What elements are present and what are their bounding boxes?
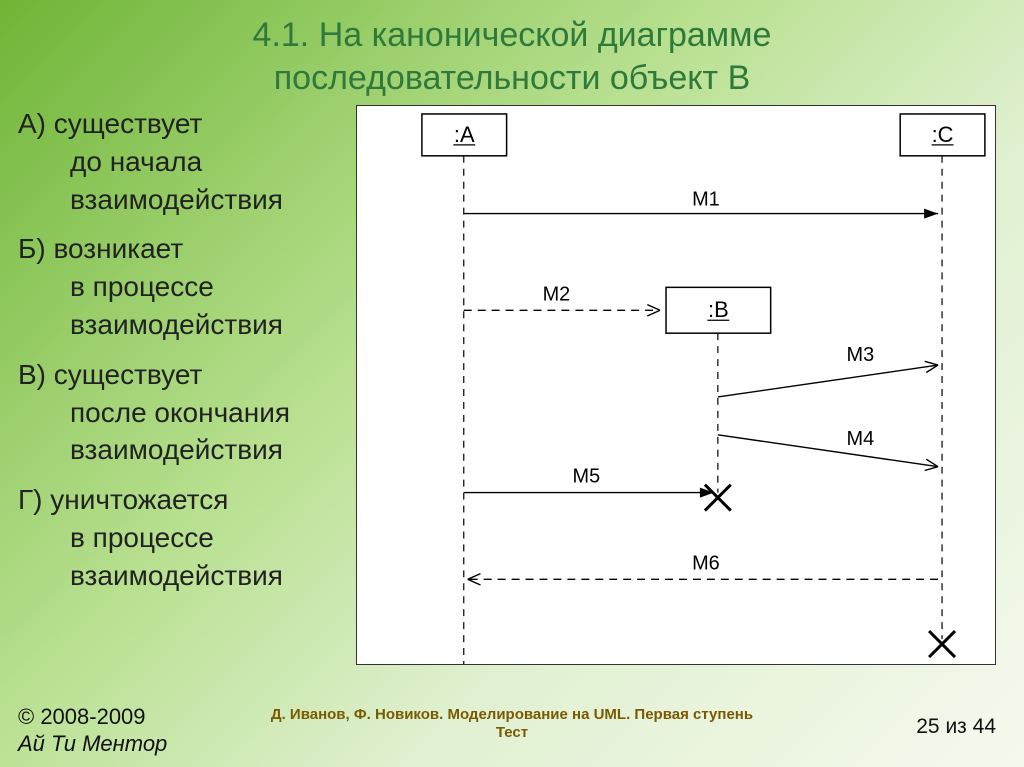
answer-options: А) существует до начала взаимодействия Б… [18, 105, 348, 665]
copyright-year: © 2008-2009 [18, 704, 146, 729]
option-b: Б) возникает в процессе взаимодействия [18, 230, 348, 343]
svg-text:M6: M6 [692, 552, 720, 574]
svg-text:M3: M3 [847, 344, 875, 366]
svg-text:M5: M5 [572, 466, 600, 488]
svg-text::A: :A [454, 122, 475, 147]
sequence-diagram: :A :C :B M1 M2 M3 M4 M5 M6 [356, 105, 996, 665]
option-a-l1: существует [54, 108, 203, 139]
option-g-l2: в процессе [18, 519, 348, 557]
svg-text:M4: M4 [847, 428, 875, 450]
option-b-l2: в процессе [18, 268, 348, 306]
copyright-mentor: Ай Ти Ментор [18, 731, 167, 756]
page-counter-text: 25 из 44 [916, 715, 996, 738]
option-a-label: А) [18, 108, 46, 139]
option-v-l2: после окончания [18, 394, 348, 432]
credits: Д. Иванов, Ф. Новиков. Моделирование на … [271, 706, 753, 744]
title-line-2: последовательности объект В [274, 59, 751, 97]
svg-text:M1: M1 [692, 189, 720, 211]
title-line-1: 4.1. На канонической диаграмме [253, 16, 772, 54]
option-b-l1: возникает [53, 233, 183, 264]
option-v-l3: взаимодействия [18, 431, 348, 469]
option-g-l3: взаимодействия [18, 557, 348, 595]
page-counter: 25 из 44 [916, 715, 996, 739]
option-a-l3: взаимодействия [18, 181, 348, 219]
copyright: © 2008-2009 Ай Ти Ментор [18, 704, 167, 757]
sequence-svg: :A :C :B M1 M2 M3 M4 M5 M6 [357, 106, 995, 664]
option-v-label: В) [18, 359, 46, 390]
option-b-label: Б) [18, 233, 46, 264]
option-v-l1: существует [54, 359, 203, 390]
option-g: Г) уничтожается в процессе взаимодействи… [18, 481, 348, 594]
svg-text::C: :C [932, 122, 954, 147]
option-g-l1: уничтожается [50, 484, 228, 515]
svg-text::B: :B [708, 297, 729, 322]
content-area: А) существует до начала взаимодействия Б… [0, 105, 1024, 665]
option-a-l2: до начала [18, 143, 348, 181]
option-g-label: Г) [18, 484, 43, 515]
footer: © 2008-2009 Ай Ти Ментор Д. Иванов, Ф. Н… [0, 703, 1024, 757]
diagram-wrap: :A :C :B M1 M2 M3 M4 M5 M6 [348, 105, 1006, 665]
credits-line-2: Тест [496, 724, 528, 741]
slide-title: 4.1. На канонической диаграмме последова… [0, 0, 1024, 105]
option-a: А) существует до начала взаимодействия [18, 105, 348, 218]
option-b-l3: взаимодействия [18, 306, 348, 344]
credits-line-1: Д. Иванов, Ф. Новиков. Моделирование на … [271, 706, 753, 723]
svg-text:M2: M2 [543, 283, 571, 305]
option-v: В) существует после окончания взаимодейс… [18, 356, 348, 469]
